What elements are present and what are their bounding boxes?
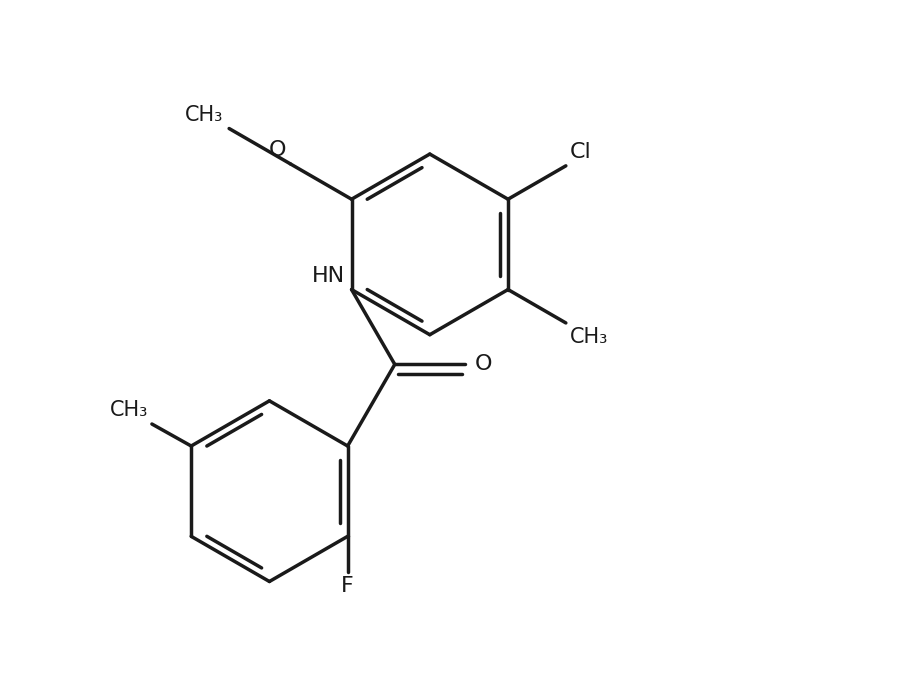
Text: CH₃: CH₃ xyxy=(110,400,148,420)
Text: HN: HN xyxy=(312,266,345,286)
Text: F: F xyxy=(341,575,354,596)
Text: CH₃: CH₃ xyxy=(570,327,608,347)
Text: O: O xyxy=(269,140,286,160)
Text: Cl: Cl xyxy=(570,142,591,162)
Text: O: O xyxy=(475,354,492,375)
Text: CH₃: CH₃ xyxy=(184,105,222,124)
